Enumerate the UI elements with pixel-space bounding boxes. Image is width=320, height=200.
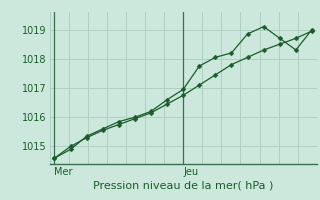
X-axis label: Pression niveau de la mer( hPa ): Pression niveau de la mer( hPa ) bbox=[93, 181, 273, 191]
